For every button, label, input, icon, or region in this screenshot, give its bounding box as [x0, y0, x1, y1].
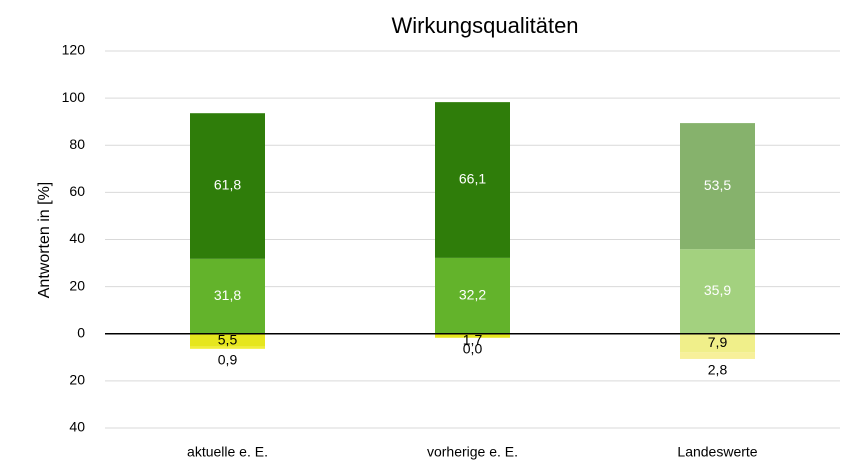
bar-segment	[435, 333, 510, 338]
y-tick-label: 20	[69, 372, 85, 388]
bar-segment	[435, 102, 510, 258]
data-label: 0,0	[463, 340, 483, 356]
y-tick-label: 80	[69, 136, 85, 152]
bar-segment	[190, 113, 265, 259]
data-label: 66,1	[459, 171, 486, 187]
y-tick-label: 0	[77, 324, 85, 340]
bar-segment	[190, 346, 265, 349]
data-label: 2,8	[708, 362, 728, 378]
bar-segment	[435, 257, 510, 334]
bar-segment	[190, 258, 265, 334]
x-tick-label: aktuelle e. E.	[187, 444, 268, 460]
bar-segment	[680, 123, 755, 250]
y-tick-label: 100	[62, 89, 86, 105]
y-tick-label: 120	[62, 42, 86, 58]
data-label: 31,8	[214, 287, 241, 303]
data-label: 7,9	[708, 334, 728, 350]
y-tick-label: 40	[69, 230, 85, 246]
bar-segment	[680, 352, 755, 359]
y-tick-label: 40	[69, 419, 85, 435]
bar-segment	[680, 249, 755, 334]
y-tick-label: 20	[69, 277, 85, 293]
bar-segment	[680, 333, 755, 353]
data-label: 0,9	[218, 352, 238, 368]
bar-segment	[190, 333, 265, 347]
data-label: 53,5	[704, 177, 731, 193]
data-label: 1,7	[463, 331, 483, 347]
data-label: 5,5	[218, 331, 238, 347]
data-label: 35,9	[704, 282, 731, 298]
data-label: 32,2	[459, 287, 486, 303]
chart-title: Wirkungsqualitäten	[391, 13, 578, 38]
y-axis-label: Antworten in [%]	[36, 182, 53, 299]
y-tick-label: 60	[69, 183, 85, 199]
x-tick-label: Landeswerte	[677, 444, 757, 460]
data-label: 61,8	[214, 177, 241, 193]
x-tick-label: vorherige e. E.	[427, 444, 518, 460]
